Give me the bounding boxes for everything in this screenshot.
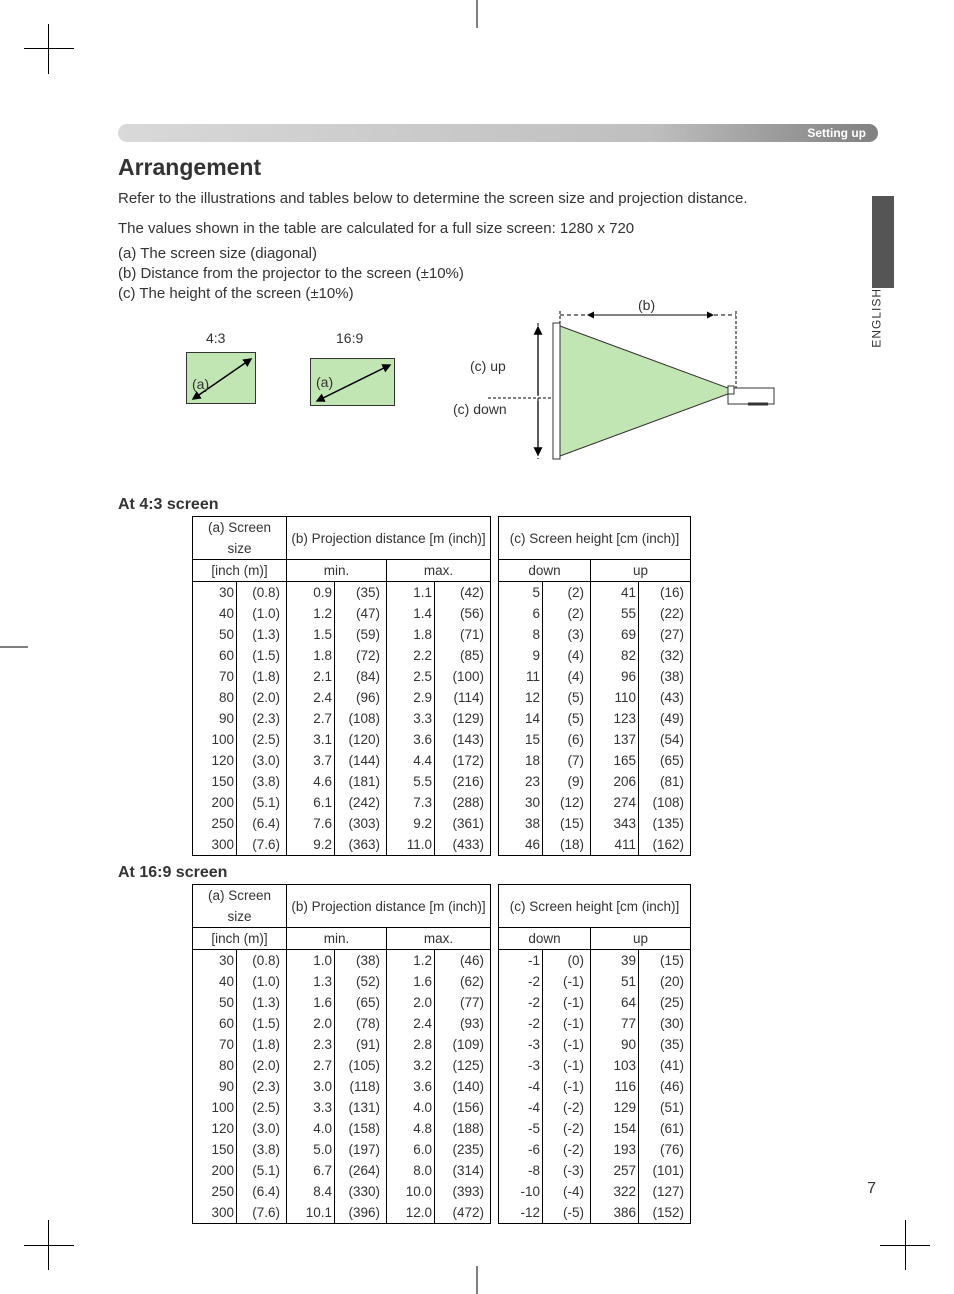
table-row: 300(7.6)10.1(396)12.0(472)-12(-5)386(152… — [193, 1202, 691, 1224]
table-row: 90(2.3)3.0(118)3.6(140)-4(-1)116(46) — [193, 1076, 691, 1097]
table-row: 40(1.0)1.2(47)1.4(56)6(2)55(22) — [193, 603, 691, 624]
crop-tick-icon — [477, 1266, 478, 1294]
table-row: 30(0.8)0.9(35)1.1(42)5(2)41(16) — [193, 582, 691, 604]
col-c-header: (c) Screen height [cm (inch)] — [499, 517, 691, 560]
table-row: 300(7.6)9.2(363)11.0(433)46(18)411(162) — [193, 834, 691, 856]
crop-mark-icon — [24, 1220, 74, 1270]
table-row: 60(1.5)1.8(72)2.2(85)9(4)82(32) — [193, 645, 691, 666]
table-row: 120(3.0)4.0(158)4.8(188)-5(-2)154(61) — [193, 1118, 691, 1139]
col-c-down: down — [499, 560, 591, 582]
b-label: (b) — [638, 297, 655, 313]
section-169-title: At 16:9 screen — [118, 864, 878, 882]
projection-diagram: (b) (c) up (c) down — [458, 303, 778, 488]
col-c-header: (c) Screen height [cm (inch)] — [499, 885, 691, 928]
col-a-header: (a) Screen size — [193, 517, 287, 560]
crop-tick-icon — [0, 647, 28, 648]
page-number: 7 — [867, 1180, 876, 1198]
table-row: 60(1.5)2.0(78)2.4(93)-2(-1)77(30) — [193, 1013, 691, 1034]
table-row: 150(3.8)5.0(197)6.0(235)-6(-2)193(76) — [193, 1139, 691, 1160]
col-c-up: up — [591, 560, 691, 582]
c-up-label: (c) up — [470, 358, 506, 374]
col-b-min: min. — [287, 560, 387, 582]
ratio-169-label: 16:9 — [336, 330, 363, 346]
col-b-header: (b) Projection distance [m (inch)] — [287, 517, 491, 560]
col-c-down: down — [499, 928, 591, 950]
table-row: 50(1.3)1.5(59)1.8(71)8(3)69(27) — [193, 624, 691, 645]
col-a-sub: [inch (m)] — [193, 928, 287, 950]
col-c-up: up — [591, 928, 691, 950]
col-a-header: (a) Screen size — [193, 885, 287, 928]
table-row: 80(2.0)2.4(96)2.9(114)12(5)110(43) — [193, 687, 691, 708]
table-row: 200(5.1)6.7(264)8.0(314)-8(-3)257(101) — [193, 1160, 691, 1181]
section-43-title: At 4:3 screen — [118, 496, 878, 514]
legend-b: (b) Distance from the projector to the s… — [118, 264, 878, 284]
crop-tick-icon — [477, 0, 478, 28]
values-note: The values shown in the table are calcul… — [118, 219, 878, 239]
c-down-label: (c) down — [453, 401, 507, 417]
table-169: (a) Screen size(b) Projection distance [… — [192, 884, 691, 1224]
table-row: 30(0.8)1.0(38)1.2(46)-1(0)39(15) — [193, 950, 691, 972]
table-row: 200(5.1)6.1(242)7.3(288)30(12)274(108) — [193, 792, 691, 813]
table-row: 100(2.5)3.1(120)3.6(143)15(6)137(54) — [193, 729, 691, 750]
table-row: 120(3.0)3.7(144)4.4(172)18(7)165(65) — [193, 750, 691, 771]
col-b-max: max. — [387, 560, 491, 582]
a-label-169: (a) — [316, 374, 333, 390]
table-row: 70(1.8)2.1(84)2.5(100)11(4)96(38) — [193, 666, 691, 687]
page-title: Arrangement — [118, 154, 878, 181]
legend-c: (c) The height of the screen (±10%) — [118, 284, 878, 304]
table-row: 70(1.8)2.3(91)2.8(109)-3(-1)90(35) — [193, 1034, 691, 1055]
col-b-header: (b) Projection distance [m (inch)] — [287, 885, 491, 928]
section-header-label: Setting up — [807, 124, 866, 142]
col-b-min: min. — [287, 928, 387, 950]
manual-page: ENGLISH Setting up Arrangement Refer to … — [0, 0, 954, 1294]
crop-mark-icon — [24, 24, 74, 74]
section-header-bar: Setting up — [118, 124, 878, 142]
col-a-sub: [inch (m)] — [193, 560, 287, 582]
table-row: 50(1.3)1.6(65)2.0(77)-2(-1)64(25) — [193, 992, 691, 1013]
col-b-max: max. — [387, 928, 491, 950]
table-row: 250(6.4)8.4(330)10.0(393)-10(-4)322(127) — [193, 1181, 691, 1202]
ratio-43-label: 4:3 — [206, 330, 225, 346]
table-row: 90(2.3)2.7(108)3.3(129)14(5)123(49) — [193, 708, 691, 729]
table-row: 40(1.0)1.3(52)1.6(62)-2(-1)51(20) — [193, 971, 691, 992]
table-row: 150(3.8)4.6(181)5.5(216)23(9)206(81) — [193, 771, 691, 792]
intro-text: Refer to the illustrations and tables be… — [118, 189, 878, 209]
table-row: 100(2.5)3.3(131)4.0(156)-4(-2)129(51) — [193, 1097, 691, 1118]
legend-a: (a) The screen size (diagonal) — [118, 244, 878, 264]
table-row: 80(2.0)2.7(105)3.2(125)-3(-1)103(41) — [193, 1055, 691, 1076]
table-row: 250(6.4)7.6(303)9.2(361)38(15)343(135) — [193, 813, 691, 834]
diagram-area: 4:3 (a) 16:9 (a) — [118, 318, 878, 488]
table-43: (a) Screen size(b) Projection distance [… — [192, 516, 691, 856]
a-label-43: (a) — [192, 376, 209, 392]
crop-mark-icon — [880, 1220, 930, 1270]
